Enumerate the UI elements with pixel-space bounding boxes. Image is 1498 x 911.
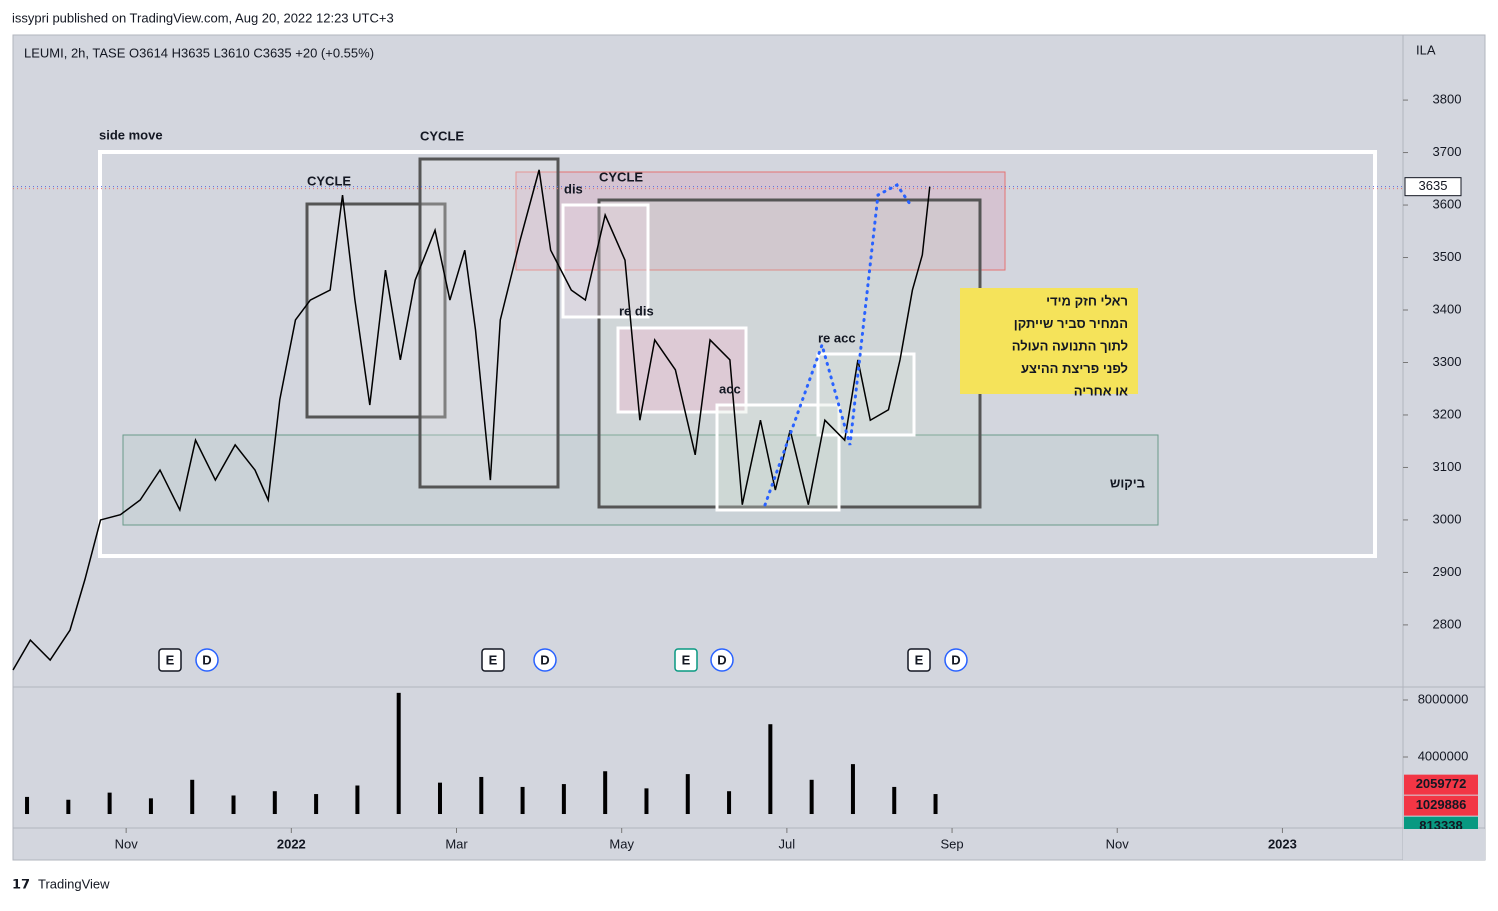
annotation: dis (564, 181, 583, 196)
volume-value-label: 1029886 (1416, 797, 1467, 812)
event-label: D (540, 652, 549, 667)
price-axis (1402, 34, 1486, 861)
annotation: ביקוש (1110, 475, 1145, 490)
event-icon (533, 648, 557, 672)
y-tick-label: 3000 (1433, 511, 1462, 526)
event-icon (907, 648, 931, 672)
volume-bar (603, 771, 608, 815)
note-line: המחיר סביר שייתקן (1014, 316, 1128, 331)
volume-bar (685, 774, 690, 815)
x-tick-label: Mar (445, 836, 468, 851)
annotation: CYCLE (307, 173, 351, 188)
annotation: side move (99, 127, 163, 142)
y-tick-label: 3500 (1433, 249, 1462, 264)
volume-bar (561, 784, 566, 815)
volume-bar (231, 795, 236, 815)
x-tick-label: Jul (779, 836, 796, 851)
y-tick-label: 3200 (1433, 406, 1462, 421)
title: issypri published on TradingView.com, Au… (12, 10, 394, 25)
note-line: לפני פריצת ההיצע (1021, 361, 1128, 376)
annotation: acc (719, 381, 741, 396)
volume-bar (355, 785, 360, 815)
y-tick-label: 2900 (1433, 564, 1462, 579)
subtitle: LEUMI, 2h, TASE O3614 H3635 L3610 C3635 … (24, 45, 374, 60)
footer: TradingView (38, 876, 110, 891)
y-tick-label: 3600 (1433, 196, 1462, 211)
volume-bar (727, 791, 732, 815)
event-icon (195, 648, 219, 672)
annotation-box (305, 202, 447, 419)
volume-bar (850, 764, 855, 815)
volume-value-box (1404, 774, 1478, 795)
last-price-label: 3635 (1419, 178, 1448, 193)
volume-bar (892, 786, 897, 815)
volume-tick-label: 4000000 (1418, 748, 1469, 763)
x-tick-label: Nov (1106, 836, 1130, 851)
event-icon (944, 648, 968, 672)
note-line: או אחריה (1074, 383, 1128, 398)
x-tick-label: May (609, 836, 634, 851)
y-tick-label: 2800 (1433, 616, 1462, 631)
event-icon (674, 648, 698, 672)
note-line: לתוך התנועה העולה (1012, 338, 1128, 353)
volume-value-label: 2059772 (1416, 776, 1467, 791)
y-tick-label: 3100 (1433, 459, 1462, 474)
event-label: E (682, 652, 691, 667)
event-icon (710, 648, 734, 672)
volume-bar (437, 782, 442, 815)
x-tick-label: 2023 (1268, 836, 1297, 851)
volume-bar (479, 776, 484, 815)
volume-bar (107, 792, 112, 815)
volume-bar (768, 724, 773, 815)
x-tick-label: Sep (940, 836, 963, 851)
event-icon (481, 648, 505, 672)
volume-bar (272, 791, 277, 815)
currency: ILA (1416, 42, 1436, 57)
event-label: E (915, 652, 924, 667)
event-label: D (951, 652, 960, 667)
y-tick-label: 3700 (1433, 144, 1462, 159)
volume-bar (25, 796, 30, 815)
clip-cover (1403, 829, 1485, 860)
logo: 𝟭𝟳 (12, 876, 30, 891)
annotation: CYCLE (420, 128, 464, 143)
volume-bar (809, 779, 814, 815)
annotation-box (561, 203, 650, 319)
event-label: E (489, 652, 498, 667)
volume-bar (933, 794, 938, 815)
volume-bar (644, 788, 649, 815)
annotation-box (816, 352, 916, 437)
volume-bar (314, 794, 319, 815)
x-tick-label: 2022 (277, 836, 306, 851)
volume-bar (148, 798, 153, 815)
volume-bar (396, 692, 401, 815)
volume-bar (520, 786, 525, 815)
note-line: ראלי חזק מידי (1046, 293, 1128, 308)
event-icon (158, 648, 182, 672)
x-tick-label: Nov (115, 836, 139, 851)
annotation: re dis (619, 303, 654, 318)
event-label: D (202, 652, 211, 667)
annotation-box (960, 288, 1138, 394)
annotation: re acc (818, 330, 856, 345)
event-label: E (166, 652, 175, 667)
event-label: D (717, 652, 726, 667)
volume-tick-label: 8000000 (1418, 691, 1469, 706)
annotation-box (98, 150, 1377, 558)
y-tick-label: 3400 (1433, 301, 1462, 316)
volume-bar (66, 799, 71, 815)
annotation: CYCLE (599, 169, 643, 184)
annotation-box (418, 157, 560, 489)
annotation-box (122, 434, 1159, 526)
volume-bar (190, 779, 195, 815)
projection-path (763, 183, 914, 507)
price-line (12, 169, 931, 671)
y-tick-label: 3800 (1433, 92, 1462, 107)
last-price-box (1404, 177, 1462, 197)
y-tick-label: 3300 (1433, 354, 1462, 369)
volume-value-box (1404, 795, 1478, 816)
